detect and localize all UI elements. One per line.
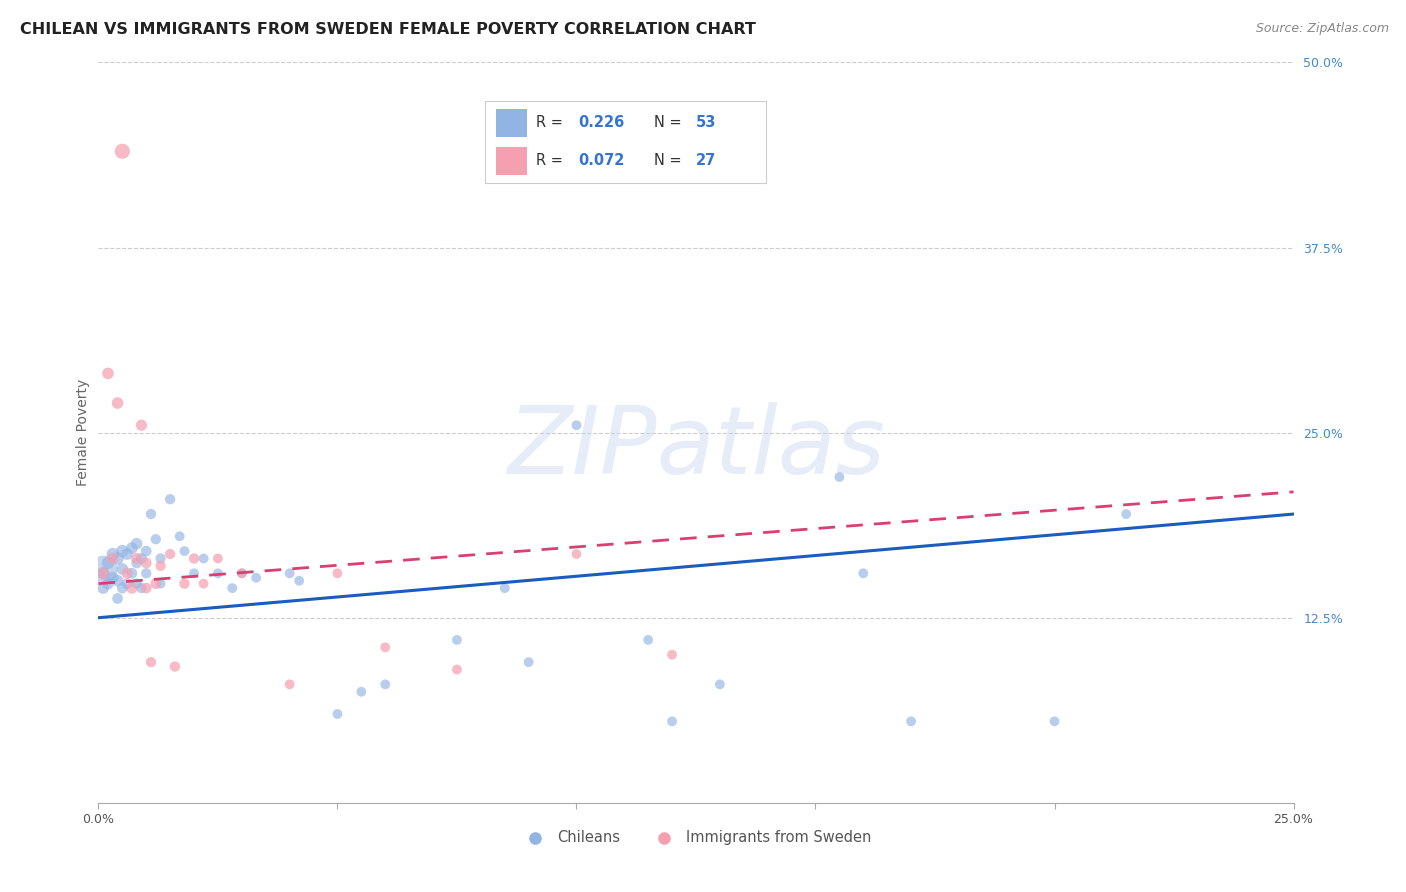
Point <box>91 581 114 595</box>
Point <box>446 632 468 647</box>
Point <box>115 566 138 581</box>
Point <box>135 544 157 558</box>
Point <box>852 566 875 581</box>
Point <box>135 581 157 595</box>
Point <box>1115 507 1137 521</box>
Point <box>159 547 181 561</box>
Point <box>374 640 396 655</box>
Point <box>107 574 129 588</box>
Point <box>149 551 172 566</box>
Point <box>183 551 205 566</box>
Text: R =: R = <box>536 153 562 169</box>
Point <box>131 551 153 566</box>
Point <box>446 663 468 677</box>
Point <box>159 492 181 507</box>
Point <box>1043 714 1066 729</box>
Point <box>149 558 172 573</box>
Point <box>97 556 120 570</box>
Point <box>231 566 253 581</box>
Text: 0.226: 0.226 <box>578 115 624 130</box>
Point <box>565 418 588 433</box>
Point <box>231 566 253 581</box>
Point <box>207 566 229 581</box>
Point <box>107 396 129 410</box>
Point <box>163 659 186 673</box>
Point <box>183 566 205 581</box>
Point <box>97 576 120 591</box>
Point <box>91 566 114 581</box>
Point <box>517 655 540 669</box>
Point <box>169 529 191 543</box>
Point <box>101 547 124 561</box>
Point <box>131 581 153 595</box>
Point <box>111 145 134 159</box>
Point <box>121 566 143 581</box>
Legend: Chileans, Immigrants from Sweden: Chileans, Immigrants from Sweden <box>515 824 877 851</box>
Point <box>288 574 311 588</box>
Point <box>193 551 215 566</box>
Point <box>121 541 143 555</box>
Text: 27: 27 <box>696 153 716 169</box>
Point <box>139 655 162 669</box>
Point <box>97 367 120 381</box>
Point <box>139 507 162 521</box>
Point <box>565 547 588 561</box>
Point <box>107 591 129 606</box>
Point <box>101 551 124 566</box>
Point <box>326 706 349 721</box>
Point <box>125 556 148 570</box>
Point <box>145 576 167 591</box>
Text: N =: N = <box>654 153 682 169</box>
Point <box>131 418 153 433</box>
Y-axis label: Female Poverty: Female Poverty <box>76 379 90 486</box>
Point <box>111 562 134 576</box>
Point <box>374 677 396 691</box>
Text: R =: R = <box>536 115 562 130</box>
FancyBboxPatch shape <box>496 147 527 175</box>
Point <box>91 566 114 581</box>
Point <box>125 576 148 591</box>
Text: CHILEAN VS IMMIGRANTS FROM SWEDEN FEMALE POVERTY CORRELATION CHART: CHILEAN VS IMMIGRANTS FROM SWEDEN FEMALE… <box>20 22 755 37</box>
Point <box>125 551 148 566</box>
Point <box>111 544 134 558</box>
Point <box>245 571 267 585</box>
Point <box>173 544 195 558</box>
Point <box>115 576 138 591</box>
Point <box>101 571 124 585</box>
Point <box>709 677 731 691</box>
Point <box>193 576 215 591</box>
Point <box>326 566 349 581</box>
Point <box>111 581 134 595</box>
Text: ZIPatlas: ZIPatlas <box>508 402 884 493</box>
Point <box>278 566 301 581</box>
Point <box>135 556 157 570</box>
Text: Source: ZipAtlas.com: Source: ZipAtlas.com <box>1256 22 1389 36</box>
Point <box>278 677 301 691</box>
Point <box>828 470 851 484</box>
Point <box>107 551 129 566</box>
Point <box>661 648 683 662</box>
Point <box>135 566 157 581</box>
Point <box>145 533 167 547</box>
Text: 53: 53 <box>696 115 716 130</box>
Point <box>494 581 516 595</box>
Point <box>149 576 172 591</box>
Text: 0.072: 0.072 <box>578 153 624 169</box>
Text: N =: N = <box>654 115 682 130</box>
Point <box>637 632 659 647</box>
Point <box>173 576 195 591</box>
Point <box>900 714 922 729</box>
Point <box>350 685 373 699</box>
Point <box>125 536 148 550</box>
Point <box>207 551 229 566</box>
Point <box>115 547 138 561</box>
Point <box>661 714 683 729</box>
FancyBboxPatch shape <box>496 109 527 136</box>
Point <box>91 562 114 576</box>
Point <box>221 581 243 595</box>
Point <box>121 581 143 595</box>
